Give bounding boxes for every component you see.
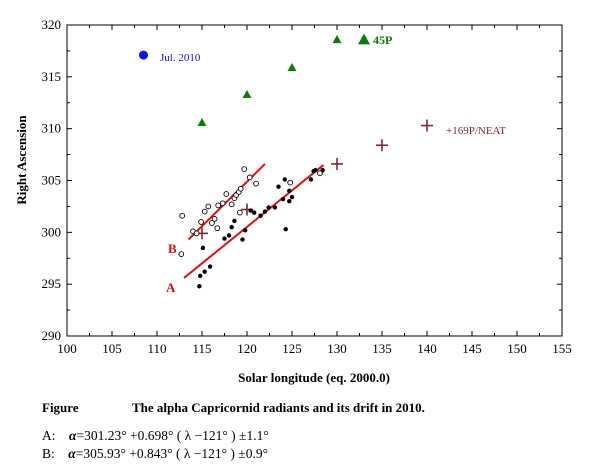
x-tick-label: 100 [57, 341, 77, 356]
formula-a: A: α=301.23° +0.698° ( λ −121° ) ±1.1° [42, 428, 269, 444]
x-tick-label: 120 [237, 341, 257, 356]
plot-frame [66, 24, 563, 337]
radiant-b-point [178, 251, 185, 257]
radiant-a-point [276, 184, 281, 189]
radiant-a-point [289, 194, 295, 200]
radiant-a-point [240, 237, 245, 242]
radiant-a-point [252, 210, 257, 215]
x-tick-label: 115 [192, 341, 211, 356]
formula-a-symbol: α [69, 428, 77, 443]
radiant-b-point [317, 170, 323, 177]
y-tick-label: 320 [42, 17, 62, 32]
radiant-a-point [226, 233, 232, 238]
169p-neat-point [376, 139, 388, 152]
radiant-a-point [243, 228, 248, 233]
y-tick-label: 305 [42, 173, 62, 188]
chart: 100 105 110 115 120 125 130 135 140 145 150 155 290 2… [14, 17, 572, 385]
radiant-a-point [200, 245, 206, 251]
y-tick-label: 300 [42, 224, 62, 239]
45p-point [332, 35, 342, 44]
radiant-b-point [228, 201, 235, 208]
radiant-b-point [205, 203, 212, 210]
x-tick-label: 105 [102, 341, 122, 356]
x-tick-label: 140 [417, 341, 437, 356]
radiant-b-point [219, 200, 226, 207]
radiant-b-point [223, 191, 230, 197]
annotations: Jul. 2010 45P +169P/NEAT A B [160, 33, 506, 295]
radiant-a-point [248, 208, 253, 213]
formula-b-text: =305.93° +0.843° ( λ −121° ) ±0.9° [75, 446, 268, 461]
annotation-line-b: B [168, 241, 177, 256]
jul-2010-point [139, 50, 148, 60]
radiant-a-point [229, 224, 234, 230]
radiant-b-point [246, 174, 253, 181]
x-tick-label: 135 [372, 341, 392, 356]
radiant-a-point [287, 188, 292, 194]
radiant-a-point [313, 167, 318, 173]
169p-neat-point [331, 157, 343, 170]
radiant-a-point [262, 209, 268, 214]
radiant-a-point [280, 196, 286, 202]
y-axis-label: Right Ascension [14, 115, 29, 205]
radiant-a-point [232, 218, 237, 224]
radiant-a-point [198, 273, 203, 279]
fit-line-a [183, 164, 325, 279]
formula-b-label: B: [42, 446, 55, 461]
radiant-b-point [253, 180, 259, 187]
radiant-a-point [202, 269, 207, 274]
formula-b: B: α=305.93° +0.843° ( λ −121° ) ±0.9° [42, 446, 268, 462]
y-tick-label: 315 [42, 69, 62, 84]
45p-point [197, 117, 207, 127]
45p-point [287, 63, 297, 72]
169p-neat-point [421, 119, 433, 132]
x-tick-label: 145 [462, 341, 482, 356]
fit-lines [183, 163, 325, 279]
y-tick-label: 310 [42, 121, 62, 136]
figure-title: The alpha Capricornid radiants and its d… [132, 400, 425, 415]
radiant-a-point [282, 177, 287, 182]
annotation-45p: 45P [373, 33, 392, 47]
45p-point [358, 33, 370, 45]
radiant-a-point [258, 213, 263, 218]
radiant-b-point [214, 225, 221, 232]
x-axis-label: Solar longitude (eq. 2000.0) [238, 370, 390, 385]
45p-point [242, 89, 252, 99]
y-tick-label: 290 [42, 328, 62, 343]
formula-b-symbol: α [68, 446, 76, 461]
radiant-b-point [287, 179, 294, 186]
radiant-a-point [266, 205, 271, 210]
x-tick-label: 150 [507, 341, 527, 356]
radiant-b-point [236, 209, 243, 216]
radiant-b-point [237, 185, 244, 192]
formula-a-label: A: [42, 428, 56, 443]
annotation-169p-neat: +169P/NEAT [446, 125, 506, 137]
radiant-a-point [197, 284, 202, 289]
radiant-a-point [222, 236, 227, 241]
radiant-b-point [193, 230, 200, 237]
radiant-b-point [241, 166, 248, 172]
radiant-a-point [207, 264, 213, 269]
x-tick-label: 110 [147, 341, 166, 356]
figure-label: Figure [42, 400, 79, 415]
axis-ticks: 100 105 110 115 120 125 130 135 140 145 150 155 290 2… [42, 17, 572, 356]
x-tick-label: 130 [327, 341, 347, 356]
y-tick-label: 295 [42, 276, 62, 291]
radiant-b-point [215, 202, 222, 209]
radiant-b-point [201, 208, 208, 215]
radiant-a-point [283, 227, 288, 232]
formula-a-text: =301.23° +0.698° ( λ −121° ) ±1.1° [76, 428, 269, 443]
radiant-b-point [209, 220, 215, 226]
radiant-b-point [198, 219, 204, 225]
data-marks [139, 33, 433, 289]
annotation-jul-2010: Jul. 2010 [160, 52, 201, 64]
x-tick-label: 125 [282, 341, 302, 356]
radiant-a-point [287, 199, 292, 204]
annotation-line-a: A [166, 280, 176, 295]
radiant-a-point [308, 177, 314, 182]
x-tick-label: 155 [552, 341, 572, 356]
radiant-b-point [179, 212, 186, 219]
radiant-a-point [272, 205, 278, 210]
radiant-b-point [211, 216, 218, 222]
fit-line-b [187, 163, 266, 241]
